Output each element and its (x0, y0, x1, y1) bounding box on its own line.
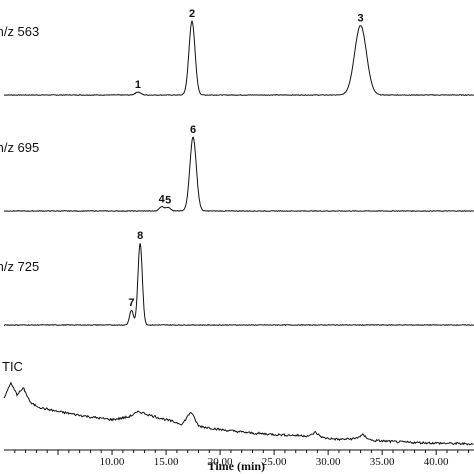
x-tick-label: 15.00 (154, 456, 179, 468)
trace-line (4, 19, 474, 96)
peak-label: 8 (137, 230, 143, 242)
peak-label: 5 (165, 194, 171, 206)
time-axis: 10.00 15.00 20.00 25.00 30.00 35.00 40.00 (4, 449, 474, 468)
peak-label: 3 (357, 12, 363, 24)
peak-label: 6 (190, 124, 196, 136)
trace-panel: m/z 563 1 2 3 (0, 8, 474, 96)
x-tick-label: 30.00 (316, 456, 341, 468)
x-axis-title: Time (min) (208, 459, 265, 473)
peak-label: 1 (135, 79, 141, 91)
trace-label: TIC (2, 359, 23, 374)
trace-panel: m/z 725 7 8 (0, 230, 474, 326)
trace-line (3, 243, 474, 326)
trace-line (3, 136, 474, 212)
x-tick-label: 20.00 (208, 456, 233, 468)
trace-line (3, 381, 474, 446)
x-tick-label: 10.00 (100, 456, 125, 468)
x-tick-label: 25.00 (262, 456, 287, 468)
trace-label: m/z 563 (0, 24, 39, 39)
trace-panel: TIC (2, 359, 474, 446)
peak-label: 4 (159, 194, 166, 206)
chromatogram-panels: m/z 563 1 2 3 m/z 695 45 6 m/z 725 7 8 TIC (0, 8, 474, 446)
trace-panel: m/z 695 45 6 (0, 124, 474, 212)
x-tick-label: 35.00 (370, 456, 395, 468)
trace-label: m/z 695 (0, 140, 39, 155)
peak-label: 2 (189, 8, 195, 20)
peak-label: 7 (128, 297, 134, 309)
trace-label: m/z 725 (0, 259, 39, 274)
x-tick-label: 40.00 (424, 456, 449, 468)
